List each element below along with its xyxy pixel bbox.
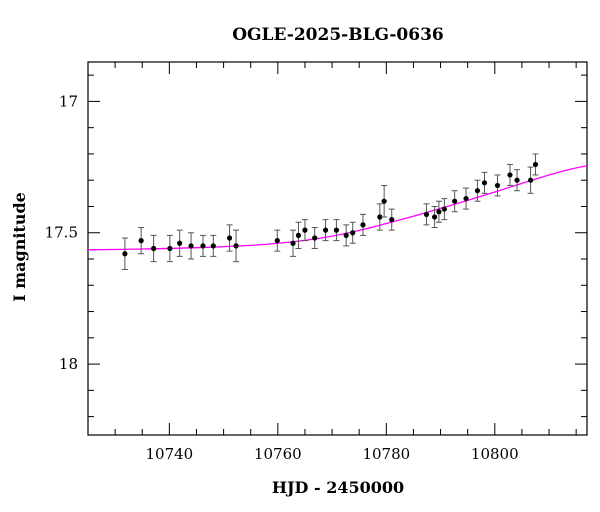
data-point: [274, 238, 280, 244]
data-point: [295, 232, 302, 238]
data-point: [474, 188, 481, 194]
data-point: [377, 214, 383, 220]
data-point: [138, 238, 144, 244]
data-point: [436, 209, 442, 215]
data-point: [423, 211, 430, 217]
y-tick-label: 18: [59, 355, 78, 373]
x-tick-label: 10740: [145, 445, 193, 463]
x-tick-label: 10760: [254, 445, 302, 463]
data-point: [507, 172, 513, 178]
data-point: [290, 240, 296, 246]
chart-title: OGLE-2025-BLG-0636: [232, 25, 444, 45]
y-tick-label: 17: [59, 92, 78, 110]
y-tick-label: 17.5: [45, 224, 78, 242]
plot-area: 10740 10760 10780 10800 17 17.5 18: [45, 61, 588, 463]
data-point: [381, 198, 387, 204]
data-point: [360, 222, 366, 228]
plot-frame: [87, 61, 588, 436]
data-point: [322, 227, 329, 233]
data-point: [302, 227, 308, 233]
model-curve: [87, 165, 588, 251]
data-point: [431, 214, 438, 220]
x-tick-label: 10780: [362, 445, 410, 463]
data-point: [343, 232, 349, 238]
data-point: [312, 235, 318, 241]
data-point: [514, 177, 520, 183]
data-point: [527, 177, 534, 183]
data-point: [122, 251, 128, 257]
data-point: [350, 230, 356, 236]
data-point: [233, 243, 239, 249]
data-point: [532, 161, 539, 168]
data-point: [210, 243, 216, 249]
data-point: [177, 240, 183, 246]
data-point: [441, 206, 447, 212]
data-point: [167, 245, 173, 252]
data-point: [494, 182, 501, 189]
data-point: [481, 180, 488, 186]
data-point: [151, 245, 157, 252]
data-point: [200, 243, 206, 249]
x-tick-label: 10800: [471, 445, 519, 463]
data-point: [188, 243, 194, 249]
data-point: [389, 217, 395, 223]
data-point: [452, 198, 458, 204]
data-point: [333, 227, 340, 233]
x-axis-label: HJD - 2450000: [272, 478, 404, 497]
y-axis-label: I magnitude: [10, 192, 29, 302]
data-point: [463, 195, 469, 202]
data-point: [226, 235, 233, 241]
